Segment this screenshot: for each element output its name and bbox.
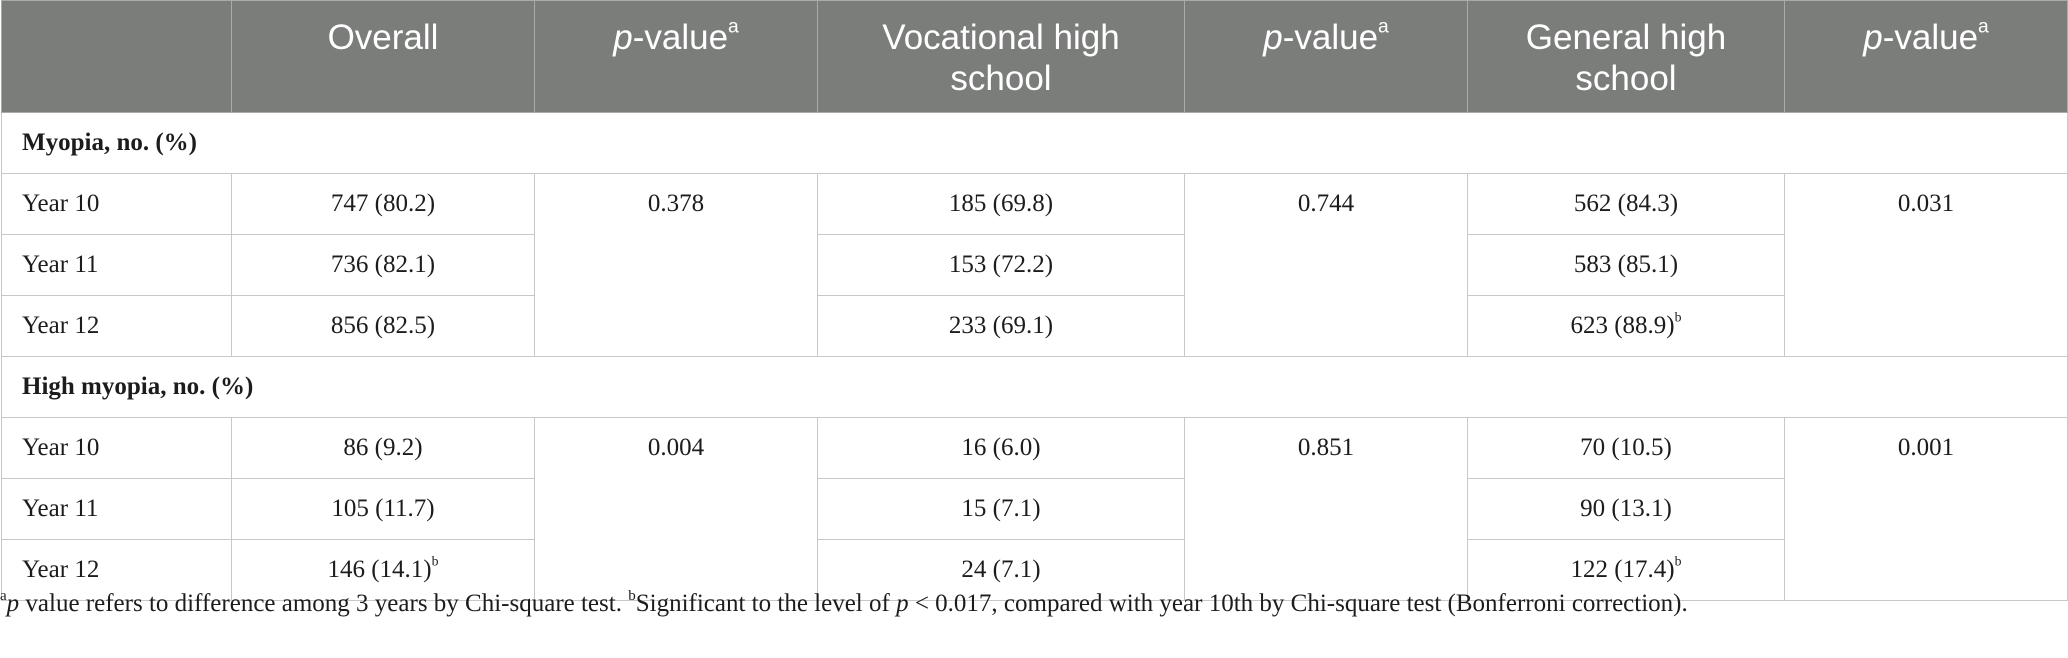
cell-general-value: 90 (13.1) — [1580, 495, 1672, 522]
cell-vocational: 24 (7.1) — [817, 539, 1185, 601]
cell-general: 90 (13.1) — [1467, 478, 1785, 540]
header-pvalue-general: p-valuea — [1784, 0, 2068, 113]
cell-overall: 747 (80.2) — [231, 173, 535, 235]
cell-overall-value: 736 (82.1) — [330, 251, 436, 278]
footnote-a-marker: a — [0, 587, 7, 604]
footnote-b-p: p — [896, 590, 909, 617]
cell-pvalue-general: 0.031 — [1784, 173, 2068, 357]
section-row-high-myopia: High myopia, no. (%) — [1, 356, 2068, 418]
cell-general-value: 583 (85.1) — [1573, 251, 1679, 278]
header-overall: Overall — [231, 0, 535, 113]
table-row: Year 10 747 (80.2) 0.378 185 (69.8) 0.74… — [1, 173, 2068, 357]
header-pvalue-text: -value — [1882, 18, 1979, 57]
cell-overall: 86 (9.2) — [231, 417, 535, 479]
header-pvalue-p: p — [1263, 18, 1283, 57]
cell-general-value: 122 (17.4) — [1570, 556, 1675, 583]
footnote-a-text: value refers to difference among 3 years… — [19, 590, 629, 617]
footnote-b-marker: b — [628, 587, 636, 604]
cell-general: 583 (85.1) — [1467, 234, 1785, 296]
header-general: General high school — [1467, 0, 1785, 113]
cell-vocational: 15 (7.1) — [817, 478, 1185, 540]
footnote-b-text-2: < 0.017, compared with year 10th by Chi-… — [908, 590, 1688, 617]
header-pvalue-text: -value — [1282, 18, 1379, 57]
cell-overall: 105 (11.7) — [231, 478, 535, 540]
cell-general: 562 (84.3) — [1467, 173, 1785, 235]
section-title: Myopia, no. (%) — [1, 112, 2068, 174]
header-pvalue-vocational: p-valuea — [1184, 0, 1468, 113]
table-row: Year 10 86 (9.2) 0.004 16 (6.0) 0.851 70… — [1, 417, 2068, 601]
cell-general: 122 (17.4)b — [1467, 539, 1785, 601]
footnote-a-p: p — [6, 590, 20, 617]
cell-overall-value: 856 (82.5) — [330, 312, 436, 339]
cell-overall-sup: b — [431, 553, 439, 569]
cell-overall-value: 146 (14.1) — [327, 556, 432, 583]
table-row: Year 11 736 (82.1) 153 (72.2) 583 (85.1) — [1, 234, 2068, 296]
cell-general-value: 70 (10.5) — [1580, 434, 1672, 461]
cell-overall: 146 (14.1)b — [231, 539, 535, 601]
header-pvalue-p: p — [1863, 18, 1883, 57]
cell-vocational: 153 (72.2) — [817, 234, 1185, 296]
header-pvalue-sup: a — [1978, 16, 1989, 38]
cell-pvalue-general: 0.001 — [1784, 417, 2068, 601]
cell-pvalue-overall: 0.378 — [534, 173, 818, 357]
header-vocational: Vocational high school — [817, 0, 1185, 113]
cell-general-value: 562 (84.3) — [1573, 190, 1679, 217]
cell-general: 70 (10.5) — [1467, 417, 1785, 479]
header-pvalue-p: p — [613, 18, 633, 57]
header-row: Overall p-valuea Vocational high school … — [1, 0, 2068, 113]
cell-overall: 856 (82.5) — [231, 295, 535, 357]
cell-general-sup: b — [1674, 553, 1682, 569]
cell-general-value: 623 (88.9) — [1570, 312, 1675, 339]
table-row: Year 11 105 (11.7) 15 (7.1) 90 (13.1) — [1, 478, 2068, 540]
table-container: Overall p-valuea Vocational high school … — [1, 0, 2068, 601]
header-empty — [1, 0, 232, 113]
table-row: Year 12 146 (14.1)b 24 (7.1) 122 (17.4)b — [1, 539, 2068, 601]
footnote-b-text-1: Significant to the level of — [635, 590, 897, 617]
section-row-myopia: Myopia, no. (%) — [1, 112, 2068, 174]
cell-pvalue-overall: 0.004 — [534, 417, 818, 601]
cell-vocational: 185 (69.8) — [817, 173, 1185, 235]
row-label: Year 12 — [1, 295, 232, 357]
myopia-table: Overall p-valuea Vocational high school … — [1, 0, 2068, 601]
row-label: Year 11 — [1, 234, 232, 296]
row-label: Year 12 — [1, 539, 232, 601]
cell-pvalue-vocational: 0.744 — [1184, 173, 1468, 357]
cell-pvalue-vocational: 0.851 — [1184, 417, 1468, 601]
row-label: Year 10 — [1, 417, 232, 479]
section-title: High myopia, no. (%) — [1, 356, 2068, 418]
cell-general-sup: b — [1674, 309, 1682, 325]
table-footnote: ap value refers to difference among 3 ye… — [0, 587, 1688, 618]
row-label: Year 10 — [1, 173, 232, 235]
row-label: Year 11 — [1, 478, 232, 540]
header-pvalue-sup: a — [1378, 16, 1389, 38]
cell-overall: 736 (82.1) — [231, 234, 535, 296]
cell-overall-value: 86 (9.2) — [343, 434, 423, 461]
header-pvalue-text: -value — [632, 18, 729, 57]
table-row: Year 12 856 (82.5) 233 (69.1) 623 (88.9)… — [1, 295, 2068, 357]
cell-overall-value: 747 (80.2) — [330, 190, 436, 217]
header-pvalue-overall: p-valuea — [534, 0, 818, 113]
cell-vocational: 233 (69.1) — [817, 295, 1185, 357]
header-pvalue-sup: a — [728, 16, 739, 38]
cell-general: 623 (88.9)b — [1467, 295, 1785, 357]
cell-overall-value: 105 (11.7) — [331, 495, 435, 522]
cell-vocational: 16 (6.0) — [817, 417, 1185, 479]
